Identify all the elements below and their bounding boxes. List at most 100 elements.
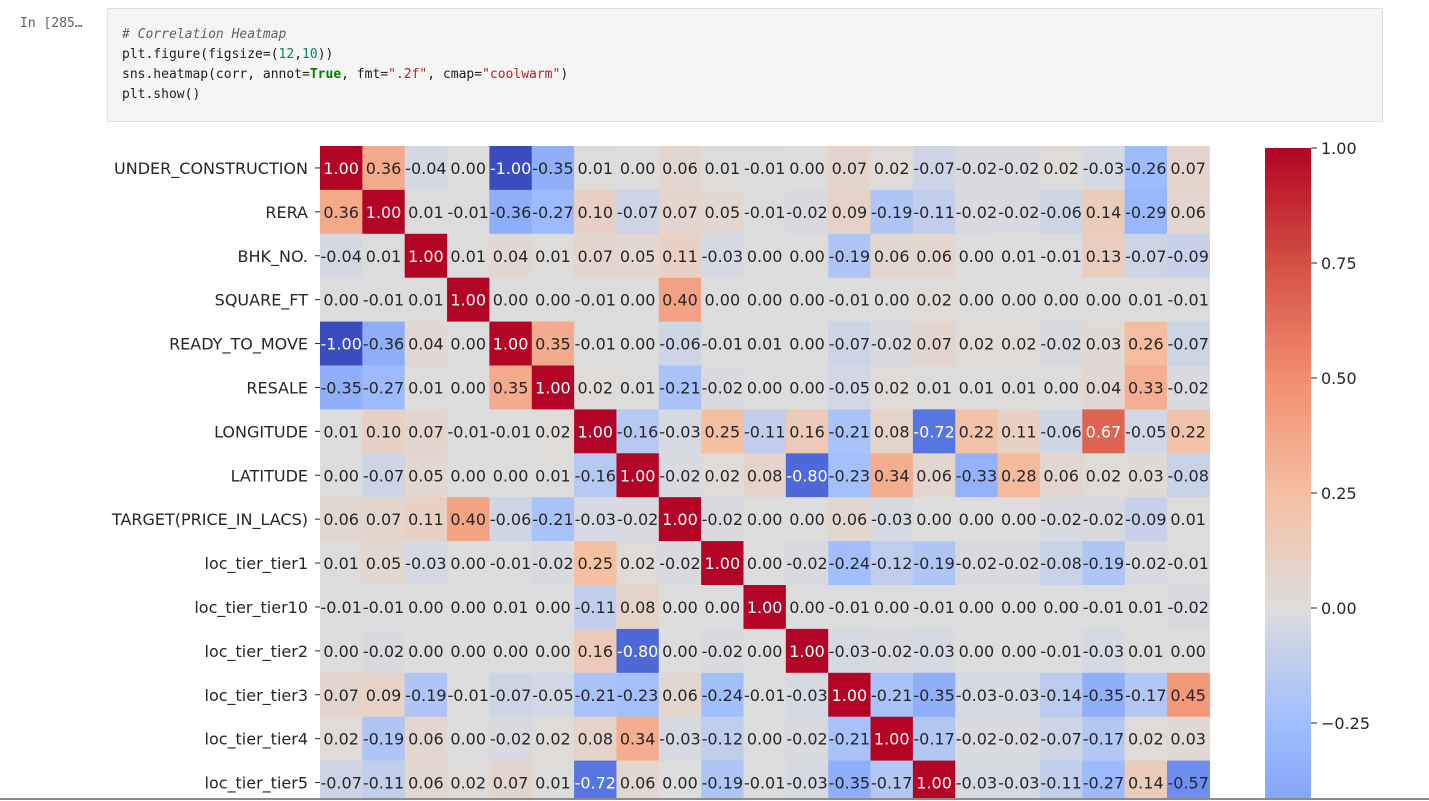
code-cell-editor[interactable]: # Correlation Heatmap plt.figure(figsize… (107, 8, 1383, 122)
heatmap-cell (1039, 453, 1083, 498)
cell-annotation: -0.36 (363, 335, 404, 354)
heatmap-cell (828, 233, 872, 279)
cell-annotation: 1.00 (408, 247, 444, 266)
cell-annotation: 0.00 (450, 554, 486, 573)
heatmap-cell (743, 233, 787, 279)
cell-annotation: 0.01 (323, 422, 359, 441)
cell-annotation: 0.00 (1001, 598, 1037, 617)
heatmap-cell (320, 628, 363, 674)
colorbar-segment (1265, 555, 1311, 562)
cell-annotation: -0.01 (829, 598, 870, 617)
cell-annotation: -0.01 (829, 291, 870, 310)
cell-annotation: -0.72 (575, 774, 616, 793)
colorbar-segment (1265, 517, 1311, 524)
colorbar-segment (1265, 278, 1311, 285)
heatmap-cell (362, 585, 406, 630)
colorbar-segment (1265, 761, 1311, 768)
colorbar-segment (1265, 294, 1311, 301)
cell-annotation: 1.00 (662, 510, 698, 529)
cell-annotation: -0.05 (829, 378, 870, 397)
heatmap-cell (616, 321, 660, 367)
cell-annotation: -0.01 (448, 203, 489, 222)
cell-annotation: 0.00 (620, 159, 656, 178)
colorbar-segment (1265, 533, 1311, 540)
colorbar-segment (1265, 767, 1311, 774)
cell-annotation: 0.00 (959, 598, 995, 617)
cell-annotation: -0.35 (1083, 686, 1124, 705)
cell-annotation: -0.02 (956, 203, 997, 222)
heatmap-cell (870, 628, 914, 674)
heatmap-cell (1167, 541, 1210, 586)
cell-annotation: 0.10 (577, 203, 613, 222)
colorbar-segment (1265, 311, 1311, 318)
heatmap-cell (1082, 277, 1126, 323)
cell-annotation: 0.08 (577, 730, 613, 749)
cell-annotation: -0.17 (1083, 730, 1124, 749)
heatmap-cell (828, 409, 872, 454)
heatmap-cell (870, 497, 914, 542)
cell-annotation: -0.02 (956, 159, 997, 178)
cell-annotation: -0.02 (998, 554, 1039, 573)
heatmap-cell (701, 760, 745, 800)
heatmap-cell (447, 409, 490, 454)
cell-annotation: -0.21 (829, 730, 870, 749)
cell-annotation: -0.05 (532, 686, 573, 705)
heatmap-cell (489, 541, 533, 586)
heatmap-cell (531, 541, 575, 586)
colorbar-segment (1265, 272, 1311, 279)
heatmap-cell (658, 453, 702, 498)
cell-annotation: -0.02 (532, 554, 573, 573)
code-token: )) (317, 47, 334, 62)
code-comment: # Correlation Heatmap (122, 27, 287, 42)
cell-annotation: 0.16 (789, 422, 825, 441)
cell-annotation: 0.07 (832, 159, 868, 178)
heatmap-cell (1124, 189, 1168, 235)
cell-annotation: -0.03 (913, 642, 954, 661)
cell-annotation: 0.00 (1001, 510, 1037, 529)
colorbar-segment (1265, 191, 1311, 198)
heatmap-cell (912, 716, 956, 762)
colorbar-segment (1265, 338, 1311, 345)
colorbar-segment (1265, 376, 1311, 383)
heatmap-cell (785, 189, 829, 235)
cell-annotation: 0.00 (450, 598, 486, 617)
cell-annotation: 0.01 (493, 598, 529, 617)
heatmap-cell (1039, 760, 1083, 800)
heatmap-cell (1039, 365, 1083, 410)
cell-annotation: -0.02 (1167, 378, 1208, 397)
cell-annotation: 0.07 (366, 510, 402, 529)
colorbar-segment (1265, 702, 1311, 709)
heatmap-cell (404, 409, 448, 454)
heatmap-cell (701, 409, 745, 454)
cell-annotation: 0.00 (408, 598, 444, 617)
cell-annotation: 0.08 (747, 466, 783, 485)
cell-annotation: 0.00 (620, 335, 656, 354)
cell-annotation: -0.02 (786, 554, 827, 573)
colorbar-segment (1265, 696, 1311, 703)
cell-annotation: -0.03 (702, 247, 743, 266)
colorbar-segment (1265, 381, 1311, 388)
heatmap-cell (658, 321, 702, 367)
colorbar-segment (1265, 522, 1311, 529)
cell-annotation: 0.00 (959, 642, 995, 661)
heatmap-cell (997, 628, 1041, 674)
cell-annotation: 0.00 (789, 378, 825, 397)
cell-annotation: 0.03 (1128, 466, 1164, 485)
cell-annotation: 0.00 (1043, 291, 1079, 310)
heatmap-cell (955, 497, 999, 542)
colorbar-segment (1265, 631, 1311, 638)
heatmap-cell (997, 453, 1041, 498)
heatmap-cell (912, 760, 956, 800)
cell-annotation: 0.10 (366, 422, 402, 441)
heatmap-cell (404, 672, 448, 718)
heatmap-cell (1082, 585, 1126, 630)
heatmap-cell (447, 321, 490, 367)
cell-annotation: 0.00 (1001, 291, 1037, 310)
heatmap-cell (870, 672, 914, 718)
heatmap-cell (1167, 233, 1210, 279)
colorbar-segment (1265, 718, 1311, 725)
heatmap-cell (701, 585, 745, 630)
heatmap-cell (616, 365, 660, 410)
heatmap-cell (616, 760, 660, 800)
heatmap-cell (489, 409, 533, 454)
